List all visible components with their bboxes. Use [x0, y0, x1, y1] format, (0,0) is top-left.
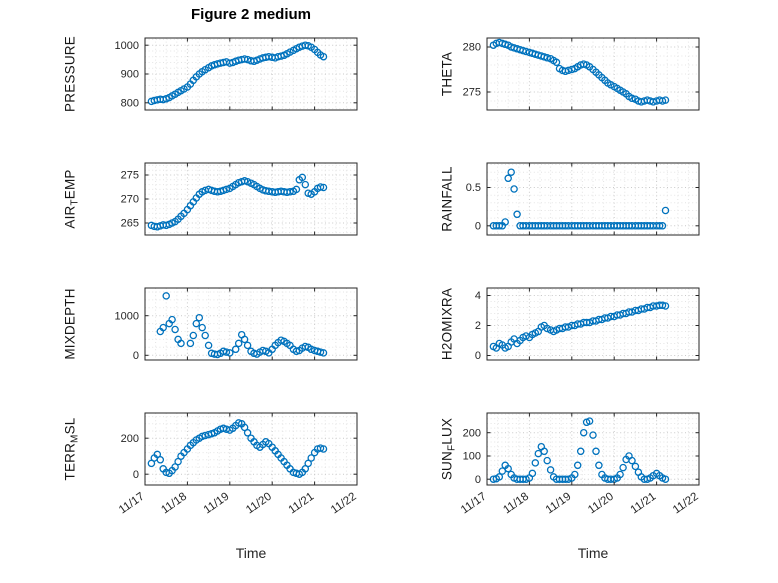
svg-text:11/18: 11/18 [501, 491, 531, 517]
axes-box [486, 287, 700, 361]
y-axis-label-pressure: PRESSURE [62, 36, 78, 112]
svg-text:2: 2 [475, 320, 481, 332]
tick-labels: 0 2 4 [475, 290, 481, 362]
gridlines [144, 38, 358, 110]
y-axis-label-mixdepth: MIXDEPTH [62, 288, 78, 360]
svg-text:0: 0 [475, 220, 481, 232]
svg-text:1000: 1000 [115, 40, 139, 52]
svg-text:200: 200 [463, 427, 481, 439]
svg-text:100: 100 [463, 451, 481, 463]
plot-area-rainfall: 00.5 [466, 162, 700, 236]
svg-text:11/22: 11/22 [671, 491, 701, 517]
svg-text:11/21: 11/21 [629, 491, 659, 517]
plot-area-terr-msl: 0 200 11/17 11/18 11/19 11/20 11/21 11/22 [117, 412, 359, 517]
svg-text:265: 265 [121, 218, 139, 230]
gridlines [486, 163, 700, 235]
axes-box [144, 412, 358, 486]
subplot-pressure: PRESSURE 800 900 1000 [63, 28, 370, 170]
y-axis-label-air-temp: AIRTEMP [62, 169, 81, 229]
plot-area-theta: 275 280 [463, 37, 700, 111]
tick-labels: 0 100 200 11/17 11/18 11/19 11/20 11/21 11/22 [459, 427, 701, 516]
gridlines [486, 413, 700, 485]
data-points [489, 301, 670, 352]
tick-labels: 265 270 275 [121, 170, 139, 230]
plot-area-h2omixra: 0 2 4 [475, 287, 700, 362]
svg-text:11/19: 11/19 [202, 491, 232, 517]
data-points [147, 419, 328, 478]
svg-text:800: 800 [121, 97, 139, 109]
svg-text:270: 270 [121, 194, 139, 206]
svg-text:200: 200 [121, 433, 139, 445]
x-axis-label-right: Time [577, 545, 609, 561]
svg-text:11/20: 11/20 [244, 491, 274, 517]
svg-text:11/17: 11/17 [459, 491, 489, 517]
svg-text:275: 275 [463, 87, 481, 99]
gridlines [144, 413, 358, 485]
figure-title: Figure 2 medium [190, 6, 312, 23]
axes-box [486, 37, 700, 111]
y-axis-label-terr-msl: TERRMSL [62, 417, 81, 481]
subplot-terr-msl: TERRMSL 0 200 11/17 11/18 11/19 11/20 11/21 11/… [63, 403, 370, 545]
subplot-mixdepth: MIXDEPTH 0 1000 [63, 278, 370, 420]
gridlines [144, 288, 358, 360]
svg-text:11/17: 11/17 [117, 491, 147, 517]
axes-box [486, 162, 700, 236]
tick-labels: 800 900 1000 [115, 40, 139, 110]
data-points [147, 173, 328, 231]
plot-area-mixdepth: 0 1000 [115, 287, 358, 362]
svg-text:11/18: 11/18 [159, 491, 189, 517]
svg-text:275: 275 [121, 170, 139, 182]
svg-text:0: 0 [475, 350, 481, 362]
axes-box [144, 287, 358, 361]
data-points [489, 168, 670, 230]
svg-text:0.5: 0.5 [466, 182, 481, 194]
data-points [489, 417, 670, 483]
svg-text:0: 0 [133, 469, 139, 481]
gridlines [144, 163, 358, 235]
plot-area-air-temp: 265 270 275 [121, 162, 358, 236]
subplot-sun-flux: SUNFLUX 0 100 200 11/17 11/18 11/19 11/20 11/21… [427, 403, 712, 545]
svg-text:280: 280 [463, 42, 481, 54]
data-points [156, 292, 328, 359]
axes-box [144, 37, 358, 111]
svg-text:0: 0 [133, 350, 139, 362]
svg-text:1000: 1000 [115, 310, 139, 322]
x-axis-label-left: Time [235, 545, 267, 561]
tick-labels: 00.5 [466, 182, 481, 232]
svg-text:11/21: 11/21 [287, 491, 317, 517]
svg-text:0: 0 [475, 474, 481, 486]
data-points [489, 38, 670, 106]
svg-text:900: 900 [121, 69, 139, 81]
svg-text:11/20: 11/20 [586, 491, 616, 517]
svg-text:4: 4 [475, 290, 481, 302]
plot-area-sun-flux: 0 100 200 11/17 11/18 11/19 11/20 11/21 11/22 [459, 412, 701, 516]
plot-area-pressure: 800 900 1000 [115, 37, 358, 111]
data-points [147, 41, 328, 106]
tick-labels: 275 280 [463, 42, 481, 99]
subplot-rainfall: RAINFALL 0 0.5 [427, 153, 712, 295]
svg-text:11/22: 11/22 [329, 491, 359, 517]
tick-labels: 0 1000 [115, 310, 139, 362]
subplot-theta: THETA 275 280 [427, 28, 712, 170]
axes-box [486, 412, 700, 486]
subplot-air-temp: AIRTEMP 265 270 275 [63, 153, 370, 295]
axes-box [144, 162, 358, 236]
svg-text:11/19: 11/19 [544, 491, 574, 517]
